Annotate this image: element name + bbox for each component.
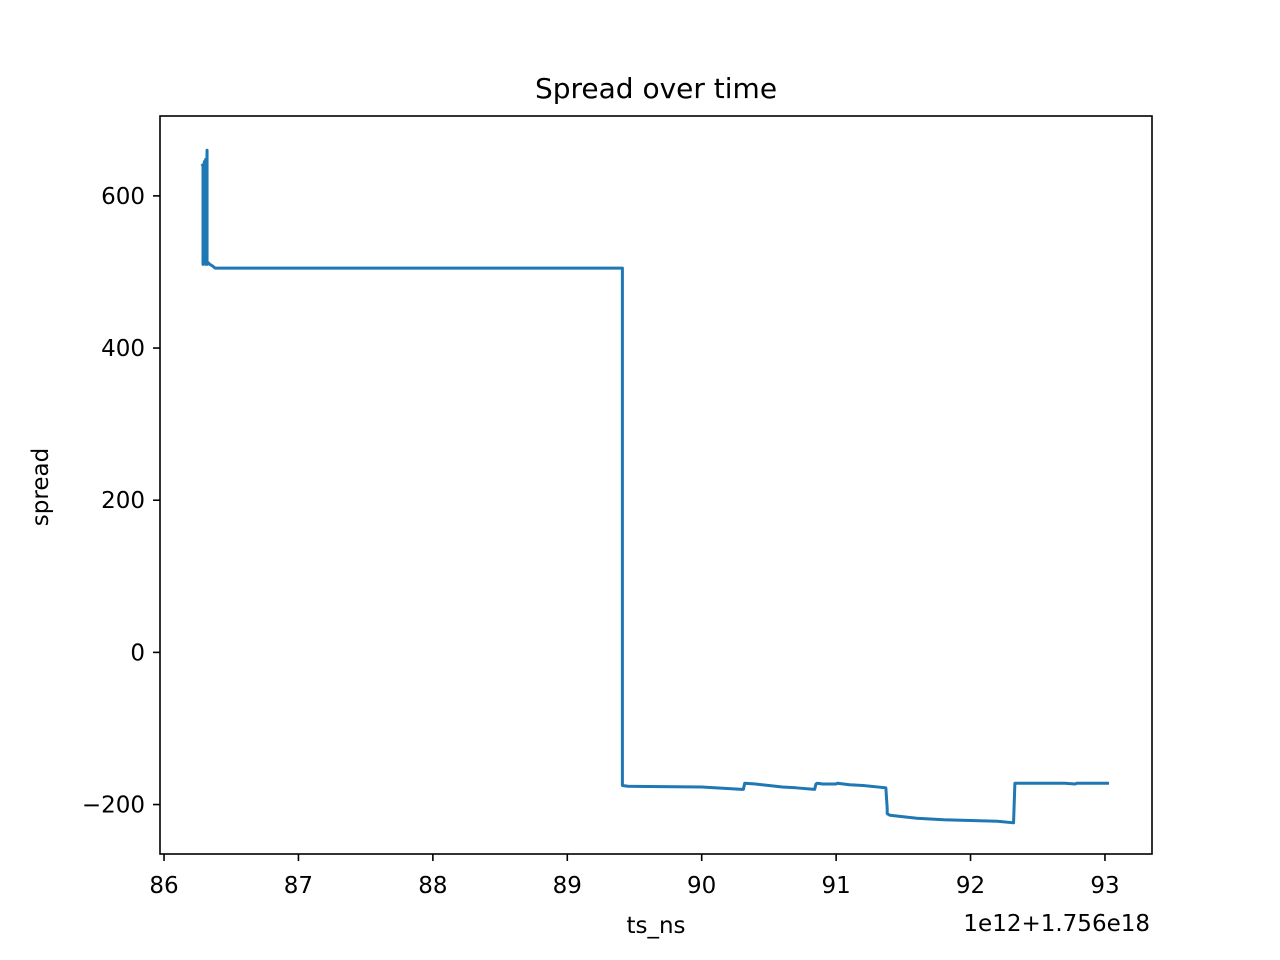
- x-axis: 86 87 88 89 90 91 92 93: [149, 854, 1120, 899]
- x-tick-label: 89: [553, 873, 582, 899]
- x-tick-label: 88: [418, 873, 447, 899]
- y-axis: 600 400 200 0 −200: [82, 184, 160, 819]
- y-tick-label: −200: [82, 793, 145, 819]
- chart-title: Spread over time: [535, 72, 777, 105]
- x-tick-label: 90: [687, 873, 716, 899]
- x-tick-label: 86: [149, 873, 178, 899]
- x-tick-label: 91: [821, 873, 850, 899]
- x-tick-label: 92: [956, 873, 985, 899]
- x-tick-label: 87: [284, 873, 313, 899]
- y-tick-label: 200: [101, 488, 145, 514]
- x-axis-label: ts_ns: [626, 913, 685, 939]
- y-tick-label: 0: [130, 640, 145, 666]
- y-tick-label: 600: [101, 184, 145, 210]
- plot-area: [200, 148, 1109, 825]
- plot-frame: [159, 115, 1153, 855]
- spread-series-line: [200, 148, 1109, 825]
- y-tick-label: 400: [101, 336, 145, 362]
- x-axis-offset-label: 1e12+1.756e18: [963, 911, 1150, 937]
- x-tick-label: 93: [1090, 873, 1119, 899]
- y-axis-label: spread: [28, 448, 54, 526]
